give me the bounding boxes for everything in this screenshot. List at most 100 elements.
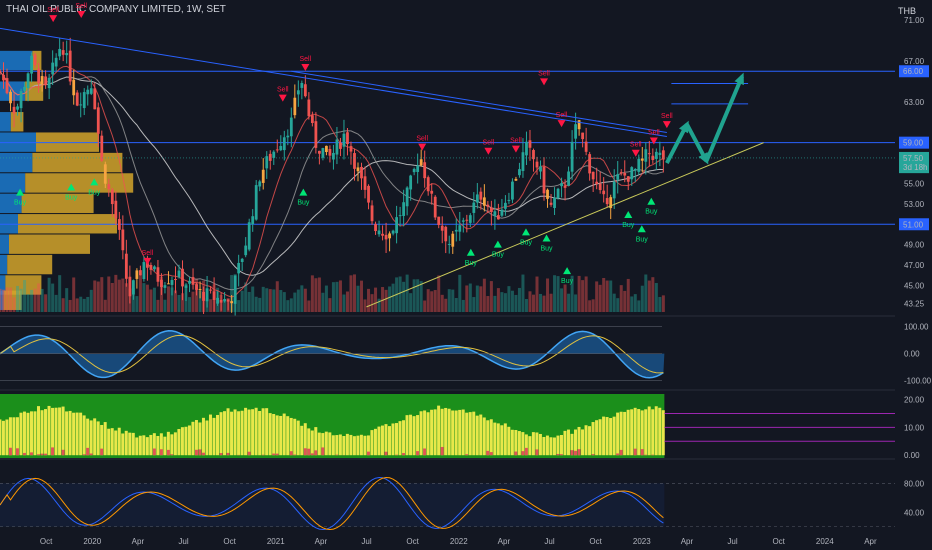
volume-profile-bar (0, 152, 33, 173)
time-tick-label: 2022 (450, 537, 468, 546)
volume-bar (633, 294, 637, 312)
histogram-bar (563, 430, 567, 456)
volume-bar (314, 278, 318, 312)
candle-body (433, 196, 437, 218)
candle-body (279, 146, 283, 151)
candle-body (198, 288, 202, 290)
candle-body (560, 183, 563, 187)
candle-body (539, 166, 542, 172)
histogram-red-bar (591, 454, 595, 456)
histogram-bar (135, 437, 139, 456)
sell-signal-label: Sell (142, 250, 154, 257)
volume-bar (486, 296, 490, 312)
histogram-bar (545, 435, 549, 456)
candle-body (416, 165, 420, 172)
volume-bar (531, 294, 535, 312)
candle-body (117, 219, 121, 230)
histogram-bar (651, 409, 655, 456)
volume-bar (100, 277, 104, 312)
histogram-bar (65, 411, 69, 456)
candle-body (346, 132, 349, 145)
histogram-bar (647, 406, 651, 456)
volume-bar (26, 294, 30, 312)
buy-signal-label: Buy (636, 236, 649, 243)
candle-body (426, 177, 430, 192)
candle-body (468, 215, 472, 223)
candle-body (93, 88, 97, 110)
histogram-red-bar (570, 450, 574, 456)
candle-body (419, 159, 423, 166)
volume-bar (623, 290, 627, 312)
time-tick-label: 2021 (267, 537, 285, 546)
time-tick-label: 2024 (816, 537, 834, 546)
histogram-bar (486, 420, 490, 456)
histogram-bar (219, 412, 223, 456)
volume-bar (661, 295, 665, 312)
volume-bar (605, 280, 609, 312)
histogram-red-bar (416, 451, 420, 456)
candle-body (19, 91, 23, 109)
volume-profile-bar (9, 234, 90, 254)
candle-body (209, 289, 212, 291)
volume-bar (402, 281, 406, 312)
histogram-bar (440, 408, 444, 456)
histogram-bar (633, 407, 637, 456)
volume-bar (79, 296, 83, 312)
histogram-red-bar (384, 451, 388, 456)
candle-body (325, 145, 328, 152)
histogram-bar (1, 420, 5, 456)
candle-body (370, 205, 374, 222)
volume-bar (93, 280, 97, 312)
sell-signal-label: Sell (483, 140, 495, 147)
histogram-red-bar (402, 453, 406, 456)
volume-bar (577, 275, 581, 312)
histogram-red-bar (559, 454, 563, 456)
sell-signal-arrow (631, 149, 640, 157)
histogram-bar (626, 409, 630, 456)
volume-bar (40, 288, 44, 312)
volume-bar (370, 294, 374, 312)
candle-body (86, 89, 90, 95)
histogram-red-bar (44, 453, 48, 456)
volume-bar (546, 278, 550, 312)
volume-bar (16, 285, 20, 312)
volume-bar (335, 281, 339, 312)
price-highlight-label: 51.00 (903, 220, 924, 229)
candle-body (58, 48, 62, 57)
volume-bar (644, 274, 648, 312)
moving-average-line (0, 65, 664, 298)
volume-profile-bar (0, 193, 22, 214)
buy-signal-arrow (624, 211, 633, 219)
volume-bar (440, 294, 444, 312)
price-highlight-label: 57.50 (903, 154, 924, 163)
histogram-bar (377, 426, 381, 456)
volume-bar (279, 290, 283, 312)
volume-bar (493, 295, 497, 312)
histogram-bar (279, 415, 283, 456)
candle-body (124, 253, 128, 279)
histogram-bar (426, 412, 430, 456)
buy-signal-arrow (647, 197, 656, 205)
volume-bar (9, 287, 13, 312)
volume-bar (272, 289, 276, 312)
volume-bar (458, 274, 462, 312)
buy-signal-arrow (16, 188, 25, 196)
candle-body (103, 164, 107, 184)
buy-signal-label: Buy (520, 239, 533, 246)
candle-body (30, 55, 33, 74)
histogram-bar (117, 427, 121, 456)
candle-body (335, 139, 339, 155)
histogram-bar (89, 420, 93, 456)
volume-bar (170, 287, 174, 312)
volume-bar (500, 292, 504, 312)
histogram-bar (338, 434, 342, 456)
histogram-bar (265, 408, 269, 456)
resistance-2-trendline (291, 70, 667, 133)
volume-profile-bar (3, 290, 22, 310)
volume-bar (581, 280, 585, 312)
histogram-bar (261, 408, 265, 456)
candle-body (314, 121, 318, 148)
candle-body (581, 132, 585, 140)
volume-bar (261, 286, 265, 312)
